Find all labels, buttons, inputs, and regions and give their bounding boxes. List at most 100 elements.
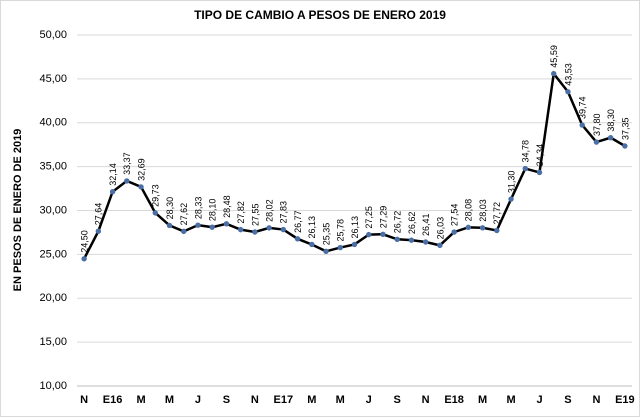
y-tick-label: 30,00	[39, 204, 67, 216]
data-point	[223, 221, 230, 227]
value-label: 28,33	[193, 197, 203, 220]
value-label: 26,13	[307, 216, 317, 239]
data-point	[422, 239, 429, 245]
value-label: 27,64	[94, 203, 104, 226]
data-point	[622, 143, 628, 149]
data-point	[508, 196, 514, 202]
data-point	[408, 237, 415, 243]
x-tick-label: N	[422, 394, 430, 406]
y-tick-label: 45,00	[39, 73, 67, 85]
data-point	[266, 225, 272, 231]
y-tick-label: 40,00	[39, 117, 67, 129]
value-label: 28,08	[464, 199, 474, 222]
data-point	[252, 229, 258, 235]
data-point	[565, 89, 571, 95]
data-point	[209, 224, 215, 230]
x-tick-label: M	[336, 394, 345, 406]
y-tick-label: 10,00	[39, 380, 67, 392]
value-label: 28,48	[222, 195, 232, 218]
data-point	[380, 231, 386, 237]
x-tick-label: E17	[274, 394, 294, 406]
value-label: 32,14	[108, 163, 118, 186]
y-tick-label: 50,00	[39, 29, 67, 41]
data-point	[494, 227, 500, 234]
value-label: 43,53	[563, 63, 573, 86]
value-label: 37,35	[620, 117, 630, 140]
data-point	[394, 236, 400, 242]
value-label: 25,35	[321, 223, 331, 246]
value-label: 27,72	[492, 202, 502, 225]
value-label: 34,78	[521, 140, 531, 163]
data-point	[95, 228, 102, 234]
data-point	[451, 229, 457, 235]
value-label: 38,30	[606, 109, 616, 132]
value-label: 27,54	[449, 204, 459, 227]
value-label: 26,62	[407, 212, 417, 235]
data-point	[323, 248, 329, 255]
value-label: 39,74	[578, 97, 588, 120]
x-tick-label: E19	[615, 394, 635, 406]
x-tick-label: N	[80, 394, 88, 406]
value-label: 27,82	[236, 201, 246, 224]
data-point	[124, 178, 130, 184]
y-axis-label: EN PESOS DE ENERO DE 2019	[12, 129, 24, 292]
data-point	[237, 226, 244, 233]
data-point	[522, 165, 528, 172]
value-label: 26,77	[293, 210, 303, 233]
x-tick-label: E18	[444, 394, 464, 406]
y-tick-label: 20,00	[39, 292, 67, 304]
x-tick-label: J	[536, 394, 542, 406]
data-point	[138, 184, 144, 190]
data-point	[337, 244, 343, 251]
data-point	[280, 226, 287, 233]
value-label: 31,30	[506, 171, 516, 194]
data-point	[479, 225, 486, 231]
y-tick-label: 35,00	[39, 161, 67, 173]
x-tick-label: J	[195, 394, 201, 406]
value-label: 26,13	[350, 216, 360, 239]
x-tick-label: J	[366, 394, 372, 406]
value-label: 34,34	[535, 144, 545, 167]
value-label: 28,03	[478, 199, 488, 222]
data-point	[166, 222, 173, 229]
value-label: 26,03	[435, 217, 445, 240]
data-point	[437, 242, 443, 249]
data-point	[152, 210, 158, 216]
value-label: 28,30	[165, 197, 175, 220]
data-point	[294, 236, 301, 242]
x-tick-label: S	[564, 394, 571, 406]
value-label: 28,10	[208, 199, 218, 222]
value-label: 28,02	[264, 199, 274, 222]
data-point	[465, 224, 472, 231]
value-label: 37,80	[592, 114, 602, 137]
y-tick-label: 25,00	[39, 248, 67, 260]
value-label: 26,41	[421, 213, 431, 236]
value-label: 26,72	[393, 211, 403, 234]
value-label: 33,37	[122, 152, 132, 175]
value-label: 27,55	[250, 203, 260, 226]
value-label: 29,73	[151, 184, 161, 207]
chart-title: TIPO DE CAMBIO A PESOS DE ENERO 2019	[194, 8, 446, 22]
x-tick-label: M	[307, 394, 316, 406]
x-tick-label: E16	[103, 394, 123, 406]
y-tick-label: 15,00	[39, 336, 67, 348]
data-point	[181, 228, 187, 235]
x-tick-label: M	[136, 394, 145, 406]
value-label: 27,83	[279, 201, 289, 224]
x-tick-label: N	[251, 394, 259, 406]
data-point	[579, 122, 585, 128]
value-label: 32,69	[136, 158, 146, 181]
value-label: 25,78	[336, 219, 346, 242]
value-label: 45,59	[549, 45, 559, 68]
value-label: 24,50	[79, 230, 89, 253]
data-point	[593, 139, 600, 145]
data-point	[109, 189, 116, 195]
x-tick-label: M	[165, 394, 174, 406]
x-tick-label: M	[478, 394, 487, 406]
value-label: 27,25	[364, 206, 374, 229]
data-point	[607, 134, 614, 141]
value-label: 27,62	[179, 203, 189, 226]
x-tick-label: S	[223, 394, 230, 406]
data-point	[551, 70, 557, 77]
